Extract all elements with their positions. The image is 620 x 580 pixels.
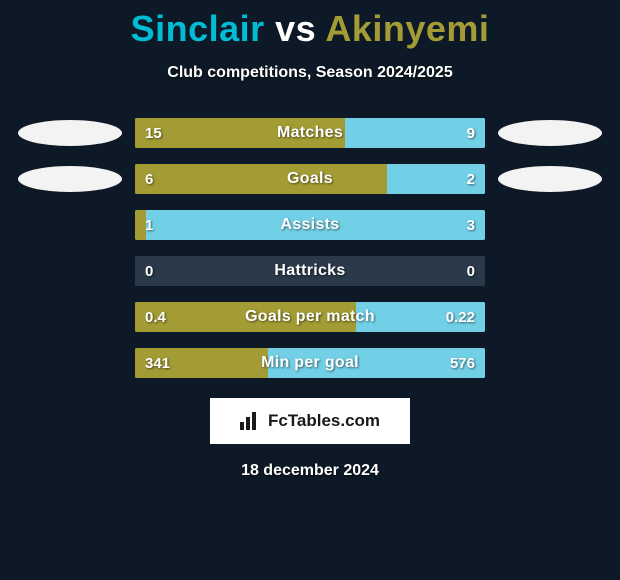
- stat-value-left: 341: [145, 348, 170, 378]
- stat-value-left: 15: [145, 118, 162, 148]
- stats-container: Matches15 9 Goals6 2 Assists1 3 Hattricks0 0 Goa…: [0, 118, 620, 378]
- stat-row: Min per goal341 576: [0, 348, 620, 378]
- stat-row: Goals6 2: [0, 164, 620, 194]
- player1-avatar-slot: [15, 165, 125, 193]
- stat-bar: Assists1 3: [135, 210, 485, 240]
- stat-bar: Goals6 2: [135, 164, 485, 194]
- stat-label: Goals per match: [135, 302, 485, 332]
- stat-label: Min per goal: [135, 348, 485, 378]
- player2-name: Akinyemi: [325, 8, 489, 49]
- stat-value-left: 1: [145, 210, 153, 240]
- stat-value-left: 0.4: [145, 302, 166, 332]
- stat-row: Matches15 9: [0, 118, 620, 148]
- stat-row: Hattricks0 0: [0, 256, 620, 286]
- fctables-logo: FcTables.com: [210, 398, 410, 444]
- player1-avatar-slot: [15, 257, 125, 285]
- stat-bar: Min per goal341 576: [135, 348, 485, 378]
- player1-name: Sinclair: [131, 8, 265, 49]
- stat-value-right: 0: [467, 256, 475, 286]
- stat-label: Assists: [135, 210, 485, 240]
- player1-avatar-slot: [15, 211, 125, 239]
- stat-value-left: 0: [145, 256, 153, 286]
- stat-row: Assists1 3: [0, 210, 620, 240]
- snapshot-date: 18 december 2024: [0, 462, 620, 480]
- player1-avatar-slot: [15, 349, 125, 377]
- comparison-subtitle: Club competitions, Season 2024/2025: [0, 64, 620, 82]
- stat-row: Goals per match0.4 0.22: [0, 302, 620, 332]
- stat-value-right: 576: [450, 348, 475, 378]
- stat-bar: Matches15 9: [135, 118, 485, 148]
- stat-bar: Hattricks0 0: [135, 256, 485, 286]
- player2-avatar-slot: [495, 211, 605, 239]
- player2-avatar-slot: [495, 119, 605, 147]
- stat-value-left: 6: [145, 164, 153, 194]
- player2-avatar: [498, 120, 602, 146]
- stat-label: Hattricks: [135, 256, 485, 286]
- player2-avatar: [498, 166, 602, 192]
- stat-value-right: 2: [467, 164, 475, 194]
- player2-avatar-slot: [495, 349, 605, 377]
- stat-value-right: 9: [467, 118, 475, 148]
- stat-bar: Goals per match0.4 0.22: [135, 302, 485, 332]
- vs-text: vs: [275, 8, 316, 49]
- player1-avatar: [18, 120, 122, 146]
- stat-label: Goals: [135, 164, 485, 194]
- player1-avatar-slot: [15, 119, 125, 147]
- bar-chart-icon: [240, 412, 262, 430]
- player2-avatar-slot: [495, 303, 605, 331]
- stat-value-right: 0.22: [446, 302, 475, 332]
- player2-avatar-slot: [495, 165, 605, 193]
- logo-text: FcTables.com: [268, 411, 380, 431]
- player1-avatar-slot: [15, 303, 125, 331]
- stat-label: Matches: [135, 118, 485, 148]
- player2-avatar-slot: [495, 257, 605, 285]
- comparison-title: Sinclair vs Akinyemi: [0, 0, 620, 50]
- player1-avatar: [18, 166, 122, 192]
- stat-value-right: 3: [467, 210, 475, 240]
